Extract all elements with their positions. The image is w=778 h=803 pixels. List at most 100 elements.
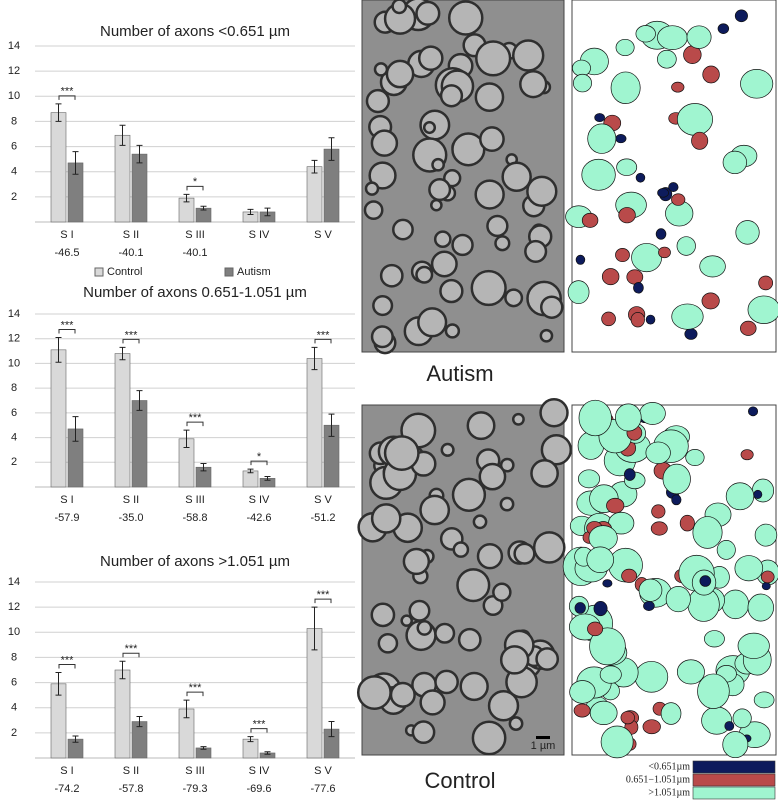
axon	[539, 328, 554, 343]
axon	[370, 325, 394, 349]
x-tick-label: S IV	[249, 494, 270, 506]
bar	[242, 470, 259, 488]
axon-segment	[676, 659, 705, 685]
significance: ***	[317, 329, 331, 341]
axon-segment	[573, 73, 592, 93]
axon-segment	[699, 575, 712, 587]
axon	[535, 647, 560, 671]
axon	[389, 681, 416, 708]
error-bar	[311, 346, 318, 371]
axon	[474, 82, 505, 112]
legend-label: >1.051µm	[648, 787, 690, 798]
y-tick-label: 4	[11, 166, 17, 178]
y-tick-label: 6	[11, 407, 17, 419]
x-sublabel: -57.9	[54, 512, 79, 524]
error-bar	[311, 159, 318, 174]
axon	[391, 0, 408, 15]
axon	[447, 0, 484, 36]
significance: ***	[189, 412, 203, 424]
error-bar	[55, 672, 62, 696]
axon	[364, 181, 380, 196]
axon	[486, 214, 509, 238]
axon-segment	[737, 632, 770, 659]
significance-bracket	[250, 460, 268, 466]
axon-segment	[587, 621, 604, 637]
axon	[430, 198, 443, 212]
axon-segment	[657, 49, 677, 69]
axon	[452, 541, 470, 558]
x-tick-label: S I	[60, 494, 73, 506]
axon-segment	[639, 402, 666, 425]
y-tick-label: 6	[11, 676, 17, 688]
axon-segment	[747, 295, 778, 324]
legend-swatch	[692, 773, 776, 787]
x-tick-label: S II	[123, 494, 140, 506]
y-tick-label: 8	[11, 115, 17, 127]
error-bar	[328, 721, 335, 738]
axon-segment	[692, 516, 723, 549]
axon-segment	[586, 546, 614, 573]
axon-segment	[615, 248, 630, 263]
bar	[114, 669, 131, 759]
axon-segment	[722, 150, 748, 175]
x-tick-label: S II	[123, 765, 140, 777]
error-bar	[136, 390, 143, 411]
significance-bracket	[58, 95, 76, 100]
axon	[416, 620, 433, 636]
axon-segment	[657, 25, 688, 50]
y-tick-label: 10	[8, 90, 20, 102]
axon	[526, 175, 558, 208]
axon	[475, 40, 512, 77]
axon	[444, 323, 461, 339]
axon-segment	[616, 158, 638, 176]
significance: ***	[189, 682, 203, 694]
significance-bracket	[186, 421, 204, 427]
axon-segment	[751, 478, 775, 503]
axon-segment	[691, 131, 709, 150]
axon-segment	[725, 482, 755, 511]
axon-segment	[577, 469, 601, 489]
x-sublabel: -51.2	[310, 512, 335, 524]
axon-segment	[615, 38, 635, 57]
axon-segment	[615, 134, 627, 144]
axon-segment	[635, 25, 656, 43]
error-bar	[328, 413, 335, 437]
y-tick-label: 12	[8, 65, 20, 77]
legend-label: Control	[107, 266, 142, 278]
error-bar	[119, 124, 126, 146]
y-tick-label: 2	[11, 727, 17, 739]
error-bar	[55, 103, 62, 122]
axon-segment	[615, 403, 642, 432]
x-tick-label: S IV	[249, 229, 270, 241]
axon-segment	[686, 25, 712, 49]
axon-segment	[631, 243, 663, 273]
y-tick-label: 10	[8, 357, 20, 369]
bar	[50, 112, 67, 223]
x-tick-label: S III	[185, 229, 205, 241]
significance: ***	[61, 654, 75, 666]
axon-segment	[588, 525, 618, 551]
axon-segment	[573, 703, 591, 718]
axon-segment	[630, 311, 645, 328]
axon	[466, 411, 496, 441]
x-tick-label: S V	[314, 765, 332, 777]
error-bar	[136, 144, 143, 164]
axon	[368, 161, 397, 190]
axon	[532, 531, 566, 564]
error-bar	[247, 208, 254, 215]
axon	[440, 442, 455, 457]
x-sublabel: -79.3	[182, 783, 207, 795]
significance: *	[193, 176, 198, 188]
axon	[392, 218, 414, 241]
x-sublabel: -58.8	[182, 512, 207, 524]
axon-segment	[587, 123, 617, 154]
x-tick-label: S IV	[249, 765, 270, 777]
error-bar	[119, 660, 126, 680]
axon	[472, 514, 488, 530]
axon	[402, 547, 431, 576]
axon	[459, 671, 489, 702]
axon-segment	[671, 81, 685, 93]
bar	[131, 400, 148, 488]
axon-segment	[655, 228, 667, 240]
error-bar	[55, 336, 62, 363]
